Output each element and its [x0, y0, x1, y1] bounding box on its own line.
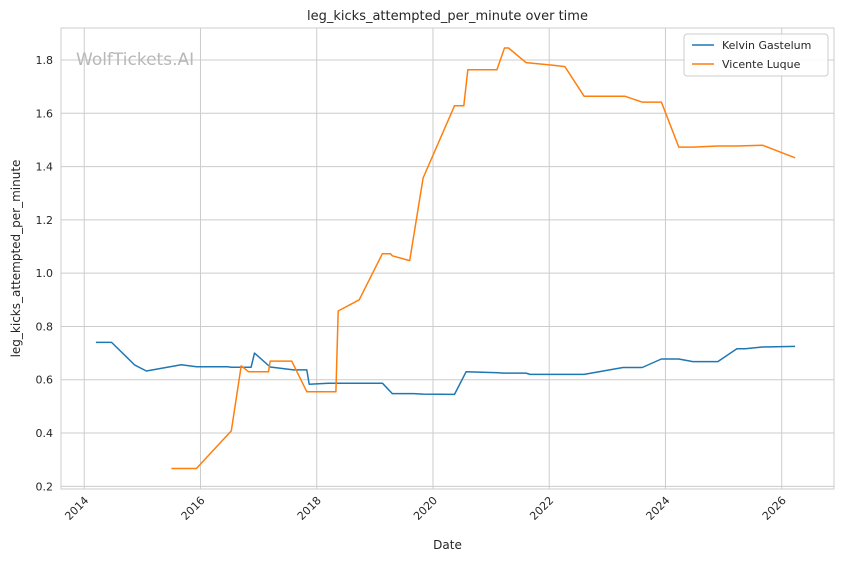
legend-box [683, 33, 829, 77]
series-layer [95, 47, 796, 470]
y-axis-ticks: 0.2 0.4 0.6 0.8 1.0 1.2 1.4 1.6 1.8 [36, 54, 54, 493]
x-axis-ticks: 2014 2016 2018 2020 2022 2024 2026 [62, 494, 788, 523]
grid [61, 28, 834, 489]
y-tick-label: 1.8 [36, 54, 54, 67]
y-tick-label: 0.6 [36, 374, 54, 387]
series-line-2 [171, 47, 796, 470]
chart-title: leg_kicks_attempted_per_minute over time [307, 9, 588, 24]
x-tick-label: 2026 [760, 494, 789, 523]
plot-frame [60, 27, 835, 490]
y-tick-label: 1.2 [36, 214, 54, 227]
watermark: WolfTickets.AI [76, 50, 194, 70]
x-axis-label: Date [433, 538, 462, 552]
y-tick-label: 1.4 [36, 161, 54, 174]
y-tick-label: 1.0 [36, 267, 54, 280]
x-tick-label: 2018 [295, 494, 324, 523]
x-tick-label: 2016 [179, 494, 208, 523]
series-line-1 [95, 341, 796, 396]
y-axis-label: leg_kicks_attempted_per_minute [9, 160, 23, 358]
legend-label: Kelvin Gastelum [722, 39, 811, 52]
y-tick-label: 1.6 [36, 107, 54, 120]
legend: Kelvin Gastelum Vicente Luque [683, 33, 829, 77]
legend-label: Vicente Luque [722, 58, 801, 71]
x-tick-label: 2020 [411, 494, 440, 523]
x-tick-label: 2022 [527, 494, 556, 523]
x-tick-label: 2024 [644, 494, 673, 523]
y-tick-label: 0.4 [36, 427, 54, 440]
y-tick-label: 0.8 [36, 320, 54, 333]
x-tick-label: 2014 [62, 494, 91, 523]
y-tick-label: 0.2 [36, 480, 54, 493]
